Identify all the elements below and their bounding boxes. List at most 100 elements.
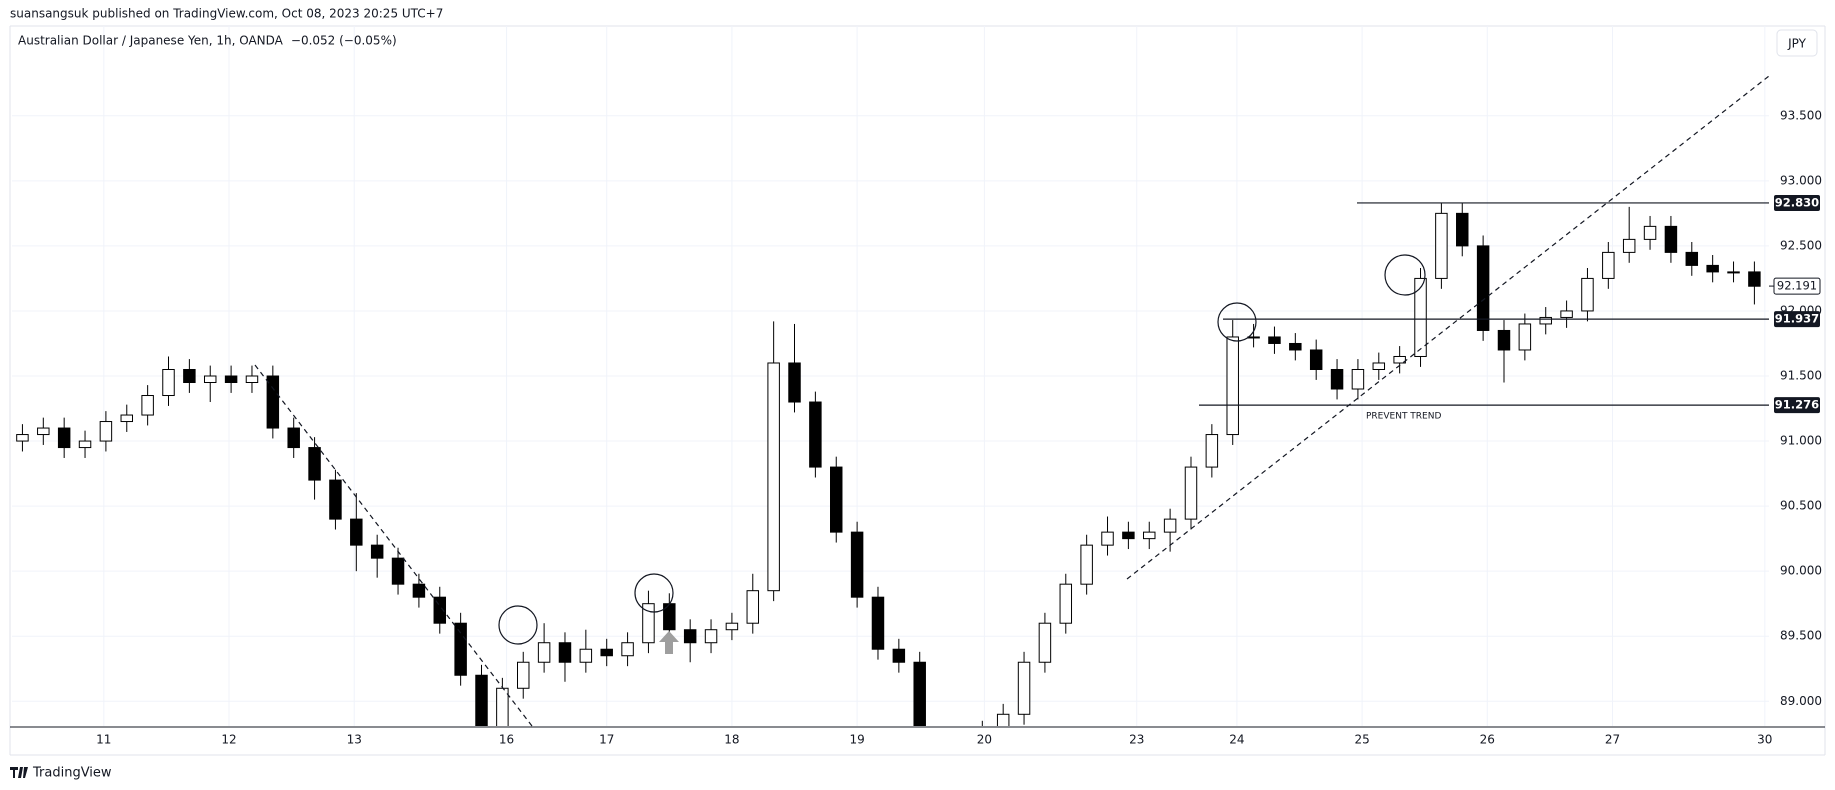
candle-body [1038, 622, 1052, 663]
x-tick-label: 25 [1354, 733, 1369, 747]
candle-body [1247, 336, 1260, 339]
candle-body [621, 642, 634, 657]
y-tick-label: 93.000 [1780, 173, 1822, 187]
x-tick-label: 20 [977, 733, 992, 747]
candle-body [1226, 336, 1239, 436]
candle-body [57, 427, 71, 449]
chart-title: Australian Dollar / Japanese Yen, 1h, OA… [18, 34, 284, 48]
x-tick-label: 24 [1229, 733, 1244, 747]
candle-body [141, 395, 154, 416]
x-tick-label: 30 [1757, 733, 1772, 747]
logo-icon [10, 767, 28, 778]
candle-body [1685, 251, 1699, 266]
y-tick-label: 91.000 [1780, 434, 1822, 448]
arrow [659, 631, 679, 654]
candle-body [892, 648, 906, 663]
level-label: 91.937 [1775, 312, 1819, 326]
candle-body [350, 518, 363, 546]
last-price-box [1773, 277, 1821, 295]
candle-body [120, 414, 134, 423]
candle-body [1017, 661, 1031, 715]
candle-body [16, 434, 29, 442]
candle-body [1497, 329, 1511, 351]
y-tick-label: 91.500 [1780, 369, 1822, 383]
candle-body [1289, 342, 1302, 351]
candle-body [329, 479, 342, 520]
candle-body [475, 674, 488, 726]
candle-body [1372, 362, 1386, 370]
candle-body [913, 661, 926, 726]
candle-body [1748, 271, 1761, 287]
y-tick-label: 89.000 [1780, 694, 1822, 708]
candle-body [537, 642, 551, 663]
candle-body [287, 427, 300, 449]
highlight-circle [498, 605, 538, 645]
logo: TradingView [10, 766, 112, 781]
x-tick-label: 13 [347, 733, 362, 747]
candle-body [1330, 368, 1344, 390]
candle-body [162, 368, 175, 397]
candle-body [850, 531, 864, 598]
y-tick-label: 90.000 [1780, 564, 1822, 578]
candle-body [1539, 316, 1552, 325]
y-tick-label: 92.500 [1780, 238, 1822, 252]
candle-body [1602, 251, 1615, 279]
x-tick-label: 12 [221, 733, 236, 747]
candle-body [579, 648, 593, 663]
candle-body [454, 622, 467, 676]
candle-body [1393, 355, 1406, 364]
candle-body [1059, 583, 1073, 624]
candle-body [871, 596, 885, 650]
currency-label[interactable]: JPY [1787, 37, 1807, 51]
candle-body [1518, 323, 1532, 351]
candle-body [1414, 277, 1427, 357]
candle-body [1143, 531, 1156, 540]
candle-body [1456, 212, 1469, 247]
x-tick-label: 17 [599, 733, 614, 747]
highlight-circle [1384, 254, 1426, 296]
level-box [1774, 397, 1820, 414]
highlight-circle [1217, 302, 1257, 342]
candle-body [370, 544, 384, 559]
candle-body [1706, 264, 1719, 273]
x-tick-label: 11 [96, 733, 111, 747]
candle-body [99, 421, 113, 442]
candle-body [183, 368, 196, 384]
candle-body [1727, 271, 1740, 274]
publisher-line: suansangsuk published on TradingView.com… [10, 7, 443, 21]
candle-body [683, 629, 697, 644]
level-label: 92.830 [1775, 195, 1819, 209]
candle-body [245, 375, 259, 384]
brand: TradingView [32, 766, 112, 781]
change: −0.052 (−0.05%) [291, 34, 397, 48]
levels: 92.830 91.937 91.276 92.191 [1199, 194, 1821, 414]
candle-body [412, 583, 426, 598]
x-tick-label: 18 [724, 733, 739, 747]
candle-body [1080, 544, 1093, 585]
candle-body [1101, 531, 1114, 546]
level-box [1774, 311, 1820, 328]
candle-body [308, 447, 321, 481]
candle-body [1476, 245, 1490, 331]
candle-body [203, 375, 217, 384]
candle-body [704, 629, 718, 644]
candle-body [1351, 368, 1365, 390]
level-label: 91.276 [1775, 398, 1819, 412]
x-tick-label: 16 [499, 733, 514, 747]
candle-body [788, 362, 801, 403]
candle-body [78, 440, 92, 449]
candle-body [1122, 531, 1135, 540]
candles [16, 202, 1761, 726]
candle-body [1622, 238, 1636, 253]
currency-button[interactable] [1776, 29, 1818, 57]
candle-body [1560, 310, 1573, 318]
candle-body [266, 375, 280, 429]
y-tick-label: 90.500 [1780, 499, 1822, 513]
candle-body [1205, 434, 1219, 468]
candle-body [725, 622, 739, 631]
y-tick-label: 93.500 [1780, 108, 1822, 122]
candle-body [1163, 518, 1177, 533]
candle-body [1664, 225, 1678, 253]
trend-line [254, 364, 533, 727]
candle-body [517, 661, 530, 689]
